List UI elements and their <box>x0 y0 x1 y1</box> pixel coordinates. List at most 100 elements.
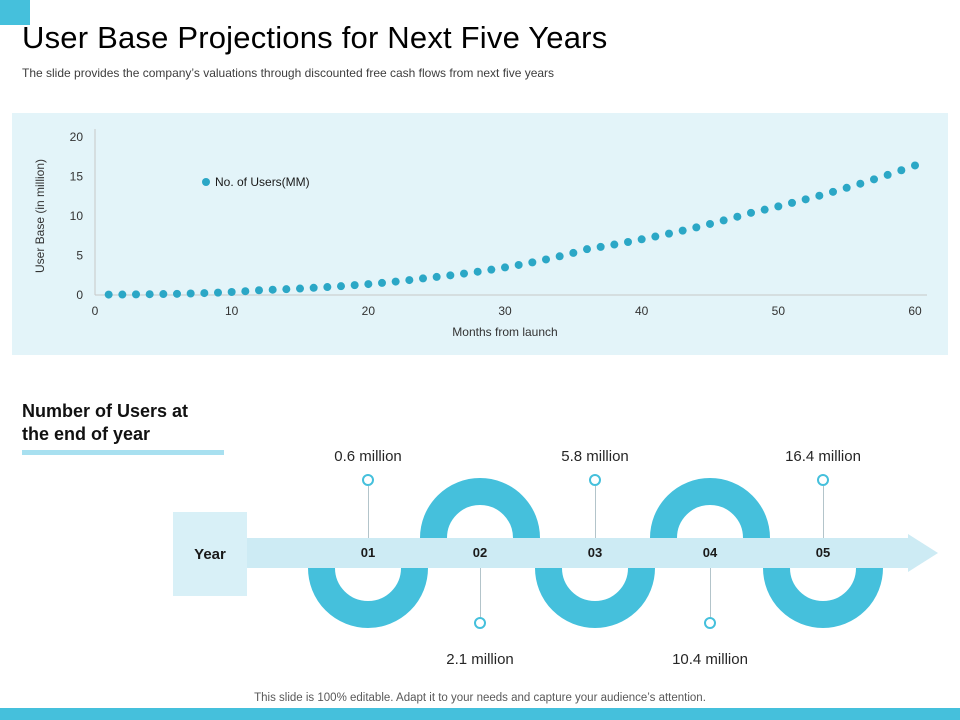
data-point <box>719 216 728 225</box>
data-point <box>665 229 673 238</box>
data-point <box>364 280 373 289</box>
data-point <box>801 195 810 204</box>
data-point <box>241 287 250 296</box>
year-label: 05 <box>815 545 831 560</box>
year-ring <box>763 568 883 628</box>
data-point <box>829 187 837 196</box>
x-tick-label: 50 <box>772 304 786 318</box>
year-ring <box>308 568 428 628</box>
data-point <box>419 274 427 283</box>
chart-legend: No. of Users(MM) <box>202 175 310 189</box>
data-point <box>651 232 660 241</box>
heading-underline <box>22 450 224 455</box>
section-heading: Number of Users at the end of year <box>22 401 189 444</box>
data-point <box>200 289 209 298</box>
data-point <box>569 248 578 257</box>
year-ring <box>650 478 770 538</box>
data-point <box>706 219 714 228</box>
data-point <box>268 285 277 294</box>
data-point <box>501 263 509 272</box>
data-point <box>145 290 154 299</box>
x-tick-label: 60 <box>908 304 922 318</box>
data-point <box>883 170 892 179</box>
year-ring-arc <box>420 478 540 538</box>
data-point <box>350 281 359 290</box>
milestone-value: 10.4 million <box>672 651 748 668</box>
milestone-marker <box>817 474 829 486</box>
data-point <box>214 288 222 297</box>
data-point <box>296 284 304 293</box>
year-axis-label-box: Year <box>173 512 247 596</box>
timeline-band <box>244 538 908 568</box>
year-ring-arc <box>535 568 655 628</box>
milestone-stem <box>823 486 824 538</box>
legend-dot-icon <box>202 178 210 186</box>
timeline-arrowhead-icon <box>908 534 938 572</box>
milestone-stem <box>710 568 711 617</box>
data-point <box>282 285 291 294</box>
y-tick-label: 15 <box>70 170 84 184</box>
year-label: 01 <box>360 545 376 560</box>
year-label: 02 <box>472 545 488 560</box>
data-point <box>132 290 140 299</box>
year-ring-arc <box>650 478 770 538</box>
data-point <box>323 283 332 292</box>
data-point <box>104 290 113 299</box>
data-point <box>186 289 195 298</box>
data-point <box>255 286 263 295</box>
data-point <box>309 283 318 292</box>
data-point <box>460 269 468 278</box>
x-tick-label: 20 <box>362 304 376 318</box>
data-point <box>528 258 537 267</box>
x-tick-label: 40 <box>635 304 649 318</box>
data-point <box>583 245 591 254</box>
data-point <box>610 240 619 249</box>
y-tick-label: 10 <box>70 209 84 223</box>
y-tick-label: 0 <box>76 288 83 302</box>
data-point <box>747 208 755 217</box>
x-tick-label: 0 <box>92 304 99 318</box>
data-point <box>432 272 441 281</box>
data-point <box>596 242 605 251</box>
data-point <box>911 161 919 170</box>
x-tick-label: 30 <box>498 304 512 318</box>
data-point <box>487 265 496 274</box>
slide-subtitle: The slide provides the company’s valuati… <box>22 66 555 80</box>
data-point <box>173 289 181 298</box>
year-ring <box>420 478 540 538</box>
x-axis-title: Months from launch <box>452 325 558 339</box>
milestone-marker <box>589 474 601 486</box>
milestone-stem <box>368 486 369 538</box>
year-ring-arc <box>308 568 428 628</box>
page-title: User Base Projections for Next Five Year… <box>22 20 608 55</box>
year-ring-arc <box>763 568 883 628</box>
data-point <box>227 287 236 296</box>
milestone-value: 2.1 million <box>446 651 514 668</box>
data-point <box>774 202 783 211</box>
data-point <box>637 235 646 244</box>
data-point <box>391 277 400 286</box>
data-point <box>760 205 769 214</box>
data-point <box>842 183 851 192</box>
data-point <box>815 191 824 200</box>
year-ring <box>535 568 655 628</box>
legend-label: No. of Users(MM) <box>215 175 310 189</box>
data-point <box>542 255 550 264</box>
data-point <box>514 260 523 269</box>
year-axis-label: Year <box>194 545 226 563</box>
data-point <box>678 226 687 235</box>
bottom-accent-bar <box>0 708 960 720</box>
year-label: 04 <box>702 545 718 560</box>
data-point <box>555 252 564 261</box>
x-tick-label: 10 <box>225 304 239 318</box>
milestone-stem <box>480 568 481 617</box>
user-growth-scatter-chart: 0 5 10 15 20 0 10 20 30 40 50 60 <box>70 129 927 318</box>
data-point <box>870 175 878 184</box>
milestone-marker <box>474 617 486 629</box>
milestone-value: 0.6 million <box>334 448 402 465</box>
corner-accent-bar <box>0 0 30 25</box>
milestone-value: 16.4 million <box>785 448 861 465</box>
milestone-marker <box>362 474 374 486</box>
data-point <box>897 166 906 175</box>
